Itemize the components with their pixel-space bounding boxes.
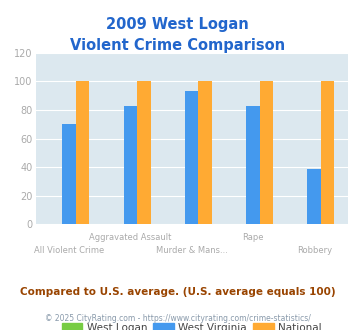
Bar (321, 82, 334, 224)
Text: Rape: Rape (242, 233, 264, 242)
Text: Violent Crime Comparison: Violent Crime Comparison (70, 38, 285, 53)
Text: Murder & Mans...: Murder & Mans... (156, 246, 228, 255)
Bar (198, 82, 212, 224)
Bar (307, 169, 321, 224)
Bar (62, 124, 76, 224)
Text: All Violent Crime: All Violent Crime (34, 246, 104, 255)
Bar (124, 106, 137, 224)
Text: 2009 West Logan: 2009 West Logan (106, 16, 249, 31)
Bar (185, 91, 198, 224)
Text: Robbery: Robbery (297, 246, 332, 255)
Bar (246, 106, 260, 224)
Bar (137, 82, 151, 224)
Text: © 2025 CityRating.com - https://www.cityrating.com/crime-statistics/: © 2025 CityRating.com - https://www.city… (45, 314, 310, 323)
Legend: West Logan, West Virginia, National: West Logan, West Virginia, National (58, 319, 326, 330)
Text: Aggravated Assault: Aggravated Assault (89, 233, 171, 242)
Bar (260, 82, 273, 224)
Bar (76, 82, 89, 224)
Text: Compared to U.S. average. (U.S. average equals 100): Compared to U.S. average. (U.S. average … (20, 287, 335, 297)
